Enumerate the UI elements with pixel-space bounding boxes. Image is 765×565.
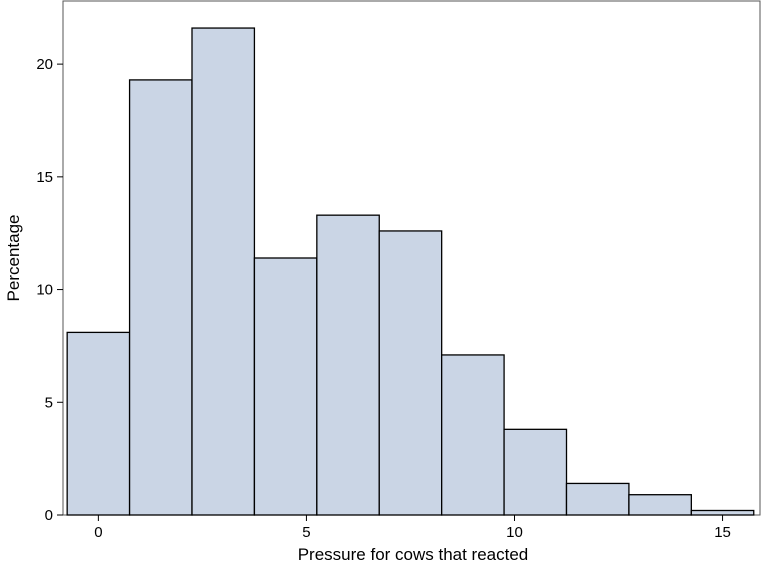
y-tick-label: 5 <box>45 394 53 411</box>
x-axis: 0 5 10 15 <box>94 515 731 541</box>
x-tick-label: 15 <box>714 524 731 541</box>
histogram-bar-9 <box>628 494 692 516</box>
x-axis-title: Pressure for cows that reacted <box>298 545 529 564</box>
histogram-bar-0 <box>66 331 131 516</box>
histogram-bar-4 <box>316 214 380 516</box>
y-axis: 0 5 10 15 20 <box>36 56 63 524</box>
y-axis-title: Percentage <box>4 215 23 302</box>
histogram-bar-8 <box>565 482 630 516</box>
y-tick-label: 0 <box>45 507 53 524</box>
histogram-bar-10 <box>690 509 755 516</box>
y-tick-label: 20 <box>36 56 53 73</box>
histogram-bar-7 <box>503 428 568 516</box>
y-tick-label: 10 <box>36 282 53 299</box>
x-tick-label: 10 <box>506 524 523 541</box>
histogram-bar-1 <box>128 79 193 516</box>
x-tick-label: 0 <box>94 524 102 541</box>
histogram-bar-2 <box>191 27 256 516</box>
histogram-bar-3 <box>253 257 318 516</box>
histogram-bar-5 <box>378 230 443 516</box>
histogram-bar-6 <box>441 354 505 516</box>
bars-group <box>66 27 755 516</box>
y-tick-label: 15 <box>36 169 53 186</box>
x-tick-label: 5 <box>302 524 310 541</box>
